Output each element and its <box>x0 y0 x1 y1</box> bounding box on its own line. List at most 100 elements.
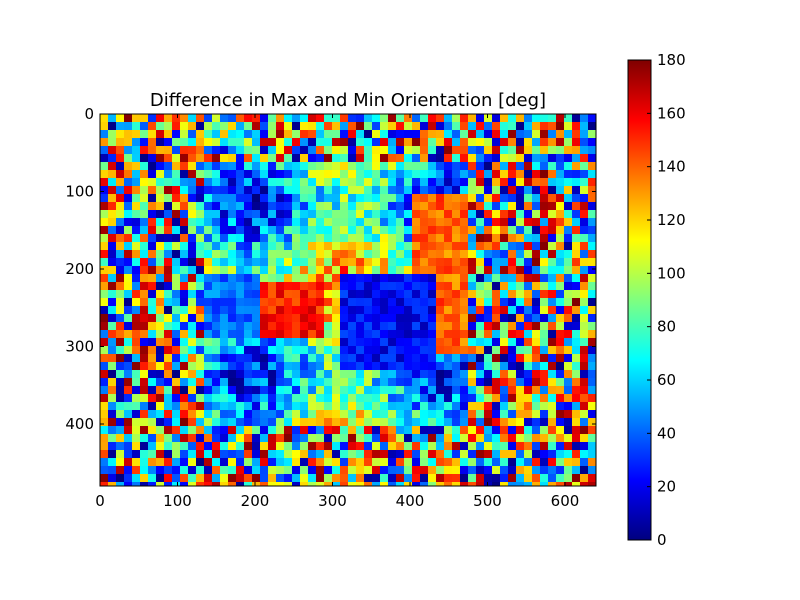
heatmap-cell <box>252 378 260 386</box>
heatmap-cell <box>500 122 508 130</box>
heatmap-cell <box>300 242 308 250</box>
heatmap-cell <box>276 338 284 346</box>
heatmap-cell <box>348 154 356 162</box>
heatmap-cell <box>220 474 228 482</box>
heatmap-cell <box>388 250 396 258</box>
heatmap-cell <box>380 290 388 298</box>
heatmap-cell <box>116 306 124 314</box>
heatmap-cell <box>508 146 516 154</box>
heatmap-cell <box>260 450 268 458</box>
heatmap-cell <box>196 170 204 178</box>
heatmap-cell <box>228 466 236 474</box>
heatmap-cell <box>220 138 228 146</box>
heatmap-cell <box>340 122 348 130</box>
heatmap-cell <box>196 306 204 314</box>
heatmap-cell <box>220 170 228 178</box>
heatmap-cell <box>460 450 468 458</box>
heatmap-cell <box>436 474 444 482</box>
heatmap-cell <box>532 378 540 386</box>
heatmap-cell <box>316 250 324 258</box>
heatmap-cell <box>212 482 220 486</box>
heatmap-cell <box>236 426 244 434</box>
heatmap-cell <box>348 258 356 266</box>
heatmap-cell <box>180 274 188 282</box>
heatmap-cell <box>316 306 324 314</box>
heatmap-cell <box>460 482 468 486</box>
heatmap-cell <box>500 130 508 138</box>
heatmap-cell <box>476 290 484 298</box>
heatmap-cell <box>364 266 372 274</box>
heatmap-cell <box>484 314 492 322</box>
heatmap-cell <box>380 354 388 362</box>
heatmap-cell <box>180 186 188 194</box>
heatmap-cell <box>164 434 172 442</box>
heatmap-cell <box>252 362 260 370</box>
heatmap-cell <box>180 162 188 170</box>
heatmap-cell <box>556 410 564 418</box>
heatmap-cell <box>244 194 252 202</box>
heatmap-cell <box>148 146 156 154</box>
heatmap-cell <box>132 250 140 258</box>
heatmap-cell <box>340 202 348 210</box>
heatmap-cell <box>532 162 540 170</box>
heatmap-cell <box>164 138 172 146</box>
heatmap-cell <box>300 346 308 354</box>
heatmap-cell <box>564 306 572 314</box>
heatmap-cell <box>220 226 228 234</box>
heatmap-cell <box>532 466 540 474</box>
heatmap-cell <box>172 362 180 370</box>
heatmap-cell <box>332 162 340 170</box>
heatmap-cell <box>108 274 116 282</box>
heatmap-cell <box>164 418 172 426</box>
heatmap-cell <box>492 474 500 482</box>
heatmap-cell <box>132 194 140 202</box>
heatmap-cell <box>492 434 500 442</box>
heatmap-cell <box>196 210 204 218</box>
heatmap-cell <box>564 218 572 226</box>
heatmap-cell <box>324 306 332 314</box>
heatmap-cell <box>468 394 476 402</box>
heatmap-cell <box>124 258 132 266</box>
heatmap-cell <box>452 130 460 138</box>
heatmap-cell <box>316 146 324 154</box>
heatmap-cell <box>508 338 516 346</box>
heatmap-cell <box>236 218 244 226</box>
heatmap-cell <box>308 194 316 202</box>
heatmap-cell <box>316 298 324 306</box>
heatmap-cell <box>476 274 484 282</box>
heatmap-cell <box>404 138 412 146</box>
heatmap-cell <box>436 114 444 122</box>
heatmap-cell <box>508 458 516 466</box>
heatmap-cell <box>172 442 180 450</box>
heatmap-cell <box>380 234 388 242</box>
heatmap-cell <box>228 362 236 370</box>
heatmap-cell <box>340 250 348 258</box>
heatmap-cell <box>524 370 532 378</box>
heatmap-cell <box>300 298 308 306</box>
heatmap-cell <box>220 306 228 314</box>
heatmap-cell <box>452 402 460 410</box>
heatmap-cell <box>388 394 396 402</box>
heatmap-cell <box>460 154 468 162</box>
heatmap-cell <box>108 298 116 306</box>
heatmap-cell <box>428 386 436 394</box>
heatmap-cell <box>388 218 396 226</box>
heatmap-cell <box>380 130 388 138</box>
heatmap-cell <box>276 138 284 146</box>
heatmap-cell <box>244 250 252 258</box>
heatmap-cell <box>412 210 420 218</box>
heatmap-cell <box>540 394 548 402</box>
heatmap-cell <box>548 330 556 338</box>
heatmap-cell <box>212 466 220 474</box>
heatmap-cell <box>124 162 132 170</box>
heatmap-cell <box>236 210 244 218</box>
heatmap-cell <box>436 466 444 474</box>
heatmap-cell <box>212 114 220 122</box>
heatmap-cell <box>524 282 532 290</box>
heatmap-cell <box>252 306 260 314</box>
heatmap-cell <box>124 338 132 346</box>
heatmap-cell <box>580 426 588 434</box>
heatmap-cell <box>516 282 524 290</box>
heatmap-cell <box>324 162 332 170</box>
heatmap-cell <box>340 362 348 370</box>
